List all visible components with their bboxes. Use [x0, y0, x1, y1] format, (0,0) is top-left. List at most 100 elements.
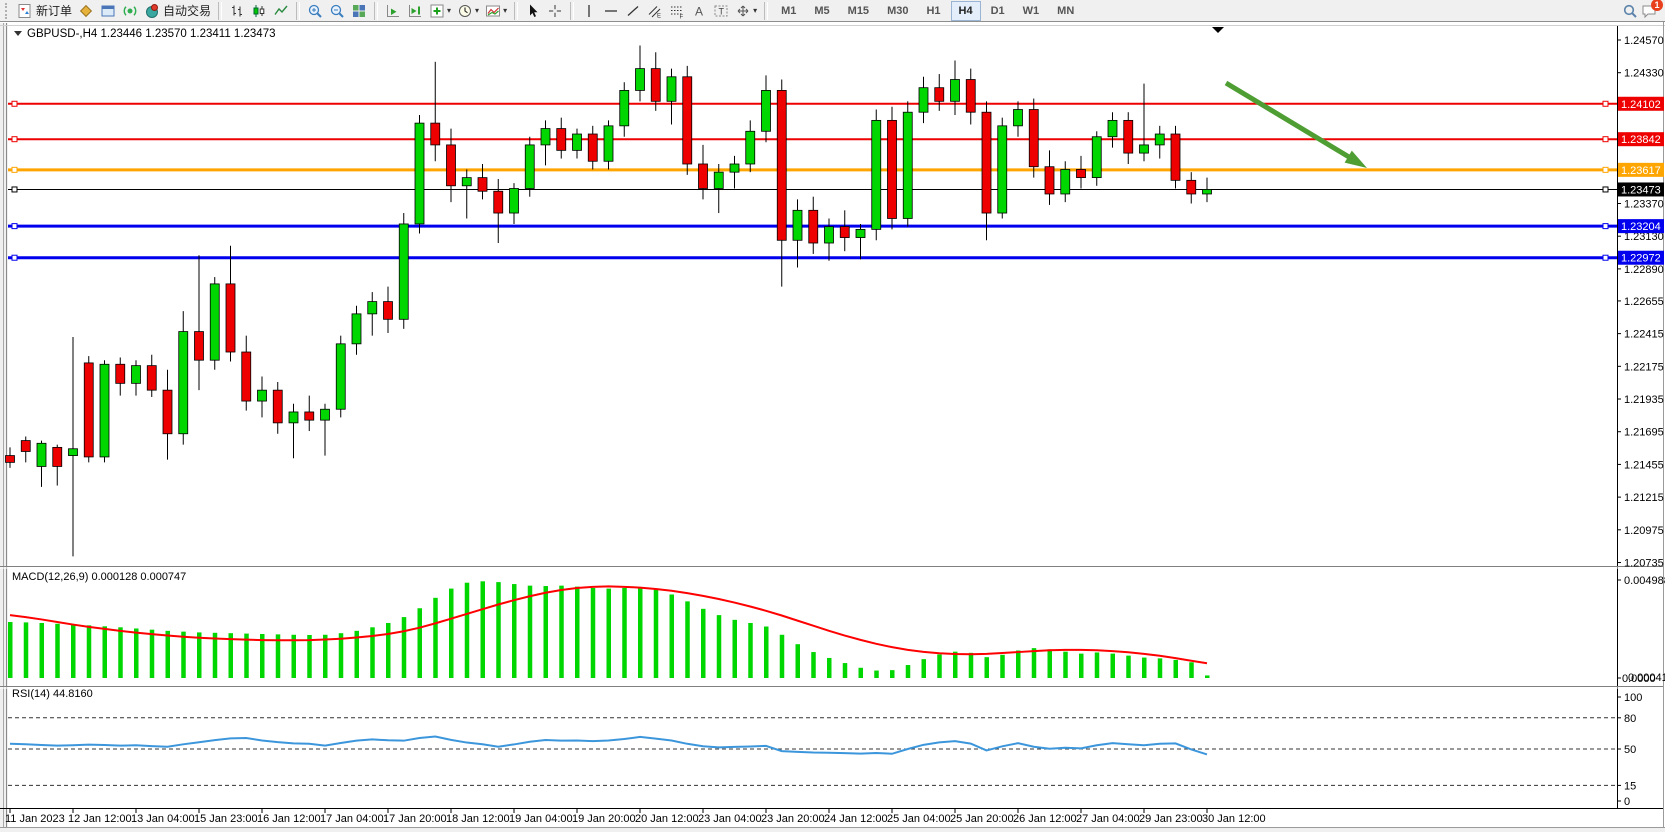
bull-candle: [178, 331, 189, 435]
macd-histogram-bar: [370, 627, 375, 678]
bull-candle: [997, 125, 1008, 214]
rsi-axis-label: 50: [1624, 744, 1636, 756]
bull-candle: [1013, 109, 1023, 127]
timeframe-button-h4[interactable]: H4: [950, 0, 981, 21]
macd-histogram-bar: [480, 581, 485, 678]
signal-button[interactable]: [119, 1, 141, 21]
text-label-button[interactable]: T: [710, 1, 732, 21]
timeframe-button-m5[interactable]: M5: [806, 1, 837, 21]
templates-button[interactable]: ▾: [482, 1, 510, 21]
horizontal-line-icon: [605, 9, 618, 12]
bull-candle: [918, 87, 929, 113]
bear-candle: [430, 122, 441, 146]
ohlc-bars-icon: [232, 5, 243, 16]
gold-diamond-icon: [79, 4, 93, 17]
line-anchor[interactable]: [1602, 223, 1609, 230]
vertical-line-button[interactable]: [578, 1, 600, 21]
indicators-button[interactable]: ▾: [426, 1, 454, 21]
macd-histogram-bar: [905, 665, 911, 678]
line-anchor[interactable]: [1602, 186, 1609, 193]
macd-axis-label: 0.0000: [1622, 673, 1656, 685]
bear-candle: [1076, 169, 1086, 179]
trend-arrow-head[interactable]: [1344, 150, 1367, 168]
symbol-dropdown-icon[interactable]: [14, 31, 22, 36]
chat-button[interactable]: 1: [1641, 0, 1663, 19]
price-tick-label: 1.21455: [1624, 459, 1664, 471]
zoom-in-button[interactable]: [304, 1, 326, 21]
equidistant-channel-button[interactable]: E: [644, 1, 666, 21]
bar-chart-button[interactable]: [226, 1, 248, 21]
bull-candle: [257, 389, 267, 402]
line-chart-button[interactable]: [270, 1, 292, 21]
rsi-axis-label: 100: [1624, 692, 1642, 704]
indicators-icon: [430, 4, 444, 17]
arrows-button[interactable]: ▾: [732, 1, 760, 21]
tile-windows-icon: [353, 4, 366, 17]
bull-candle: [524, 144, 535, 189]
cursor-button[interactable]: [522, 1, 544, 21]
macd-histogram-bar: [244, 633, 249, 678]
macd-histogram-bar: [937, 654, 942, 678]
time-tick-label: 23 Jan 20:00: [761, 813, 825, 825]
crosshair-button[interactable]: [544, 1, 566, 21]
bull-candle: [351, 313, 362, 345]
bear-candle: [146, 365, 157, 391]
timeframe-button-m15[interactable]: M15: [840, 1, 877, 21]
timeframe-button-h1[interactable]: H1: [918, 1, 948, 21]
bear-candle: [52, 446, 63, 467]
price-tick-label: 1.20975: [1624, 525, 1664, 537]
line-anchor[interactable]: [11, 254, 18, 261]
bear-candle: [808, 209, 819, 244]
zoom-out-button[interactable]: [326, 1, 348, 21]
line-anchor[interactable]: [1602, 254, 1609, 261]
macd-histogram-bar: [858, 667, 863, 678]
bull-candle: [729, 163, 740, 173]
auto-trading-label: 自动交易: [163, 4, 212, 18]
chart-shift-marker[interactable]: [1212, 27, 1224, 33]
macd-histogram-bar: [512, 584, 517, 678]
bear-candle: [981, 111, 992, 214]
chart-shift-button[interactable]: [404, 1, 426, 21]
line-anchor[interactable]: [11, 223, 18, 230]
template-icon: [486, 5, 501, 16]
bull-candle: [1060, 169, 1071, 195]
bear-candle: [493, 190, 504, 214]
line-anchor[interactable]: [1602, 166, 1609, 173]
candlestick-chart-button[interactable]: [248, 1, 270, 21]
tile-windows-button[interactable]: [348, 1, 370, 21]
line-anchor[interactable]: [11, 136, 18, 143]
terminal-button[interactable]: [97, 1, 119, 21]
auto-scroll-button[interactable]: [382, 1, 404, 21]
macd-histogram-bar: [874, 670, 879, 678]
text-button[interactable]: A: [688, 1, 710, 21]
timeframe-button-w1[interactable]: W1: [1015, 1, 1048, 21]
timeframe-button-d1[interactable]: D1: [983, 1, 1013, 21]
timeframe-button-m1[interactable]: M1: [773, 1, 804, 21]
macd-histogram-bar: [386, 622, 391, 678]
line-anchor[interactable]: [11, 186, 18, 193]
market-depth-button[interactable]: [75, 1, 97, 21]
macd-histogram-bar: [134, 628, 139, 678]
line-anchor[interactable]: [1602, 136, 1609, 143]
auto-trading-button[interactable]: 自动交易: [141, 1, 214, 21]
time-tick-label: 12 Jan 12:00: [68, 813, 132, 825]
trendline-button[interactable]: [622, 1, 644, 21]
new-order-button[interactable]: 新订单: [14, 1, 75, 21]
trend-arrow[interactable]: [1224, 80, 1351, 160]
timeframe-button-m30[interactable]: M30: [879, 1, 916, 21]
toolbar-separator: [296, 1, 301, 20]
search-button[interactable]: [1619, 1, 1641, 21]
line-anchor[interactable]: [11, 166, 18, 173]
toolbar-grip[interactable]: [5, 2, 11, 19]
bull-candle: [1154, 133, 1165, 146]
bull-candle: [950, 79, 960, 102]
timeframe-button-mn[interactable]: MN: [1049, 1, 1082, 21]
periods-button[interactable]: ▾: [454, 1, 482, 21]
line-anchor[interactable]: [11, 100, 18, 107]
line-anchor[interactable]: [1602, 100, 1609, 107]
fibonacci-button[interactable]: F: [666, 1, 688, 21]
macd-histogram-bar: [827, 657, 832, 678]
horizontal-line-button[interactable]: [600, 1, 622, 21]
